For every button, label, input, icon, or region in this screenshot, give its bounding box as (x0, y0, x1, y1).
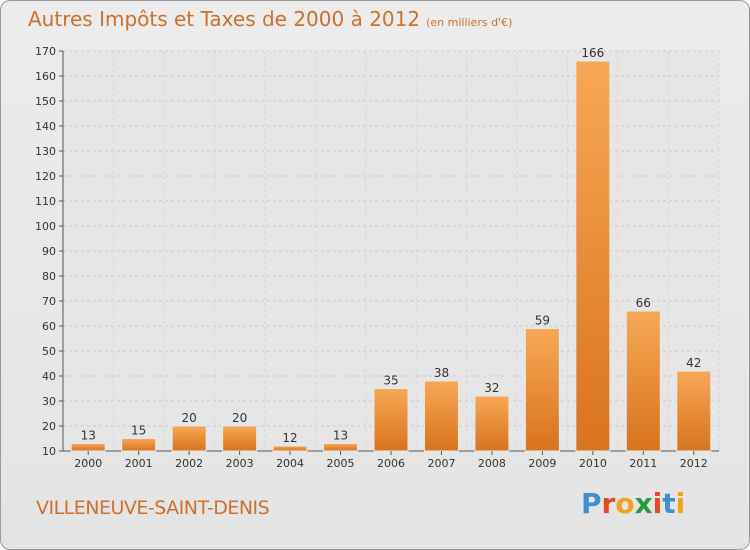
y-tick-label: 20 (42, 420, 56, 433)
x-tick-label: 2006 (377, 457, 405, 470)
value-label: 13 (333, 429, 348, 443)
y-tick-label: 30 (42, 395, 56, 408)
y-tick-label: 140 (35, 120, 56, 133)
bar-2011 (625, 310, 661, 452)
y-tick-label: 10 (42, 445, 56, 458)
value-label: 42 (686, 356, 701, 370)
bar-2001 (121, 438, 157, 452)
value-label: 20 (232, 411, 247, 425)
logo-letter: i (675, 487, 686, 520)
x-tick-label: 2007 (427, 457, 455, 470)
value-label: 12 (282, 431, 297, 445)
bar-2008 (474, 395, 510, 452)
commune-name: VILLENEUVE-SAINT-DENIS (36, 497, 270, 519)
value-label: 20 (182, 411, 197, 425)
logo-letter: i (652, 487, 663, 520)
x-tick-label: 2009 (528, 457, 556, 470)
logo-letter: P (581, 487, 602, 520)
chart-subtitle: (en milliers d'€) (426, 16, 513, 29)
bar-2007 (423, 380, 459, 452)
value-label: 13 (81, 429, 96, 443)
bar-2000 (70, 443, 106, 452)
bar-2006 (373, 388, 409, 452)
proxiti-logo: Proxiti (581, 487, 685, 520)
bar-2009 (524, 328, 560, 452)
logo-letter: t (662, 487, 676, 520)
bar-2004 (272, 445, 308, 452)
x-tick-label: 2008 (478, 457, 506, 470)
bar-2012 (676, 370, 712, 452)
y-tick-label: 110 (35, 195, 56, 208)
x-tick-label: 2012 (680, 457, 708, 470)
value-label: 32 (484, 381, 499, 395)
y-tick-label: 70 (42, 295, 56, 308)
value-label: 66 (636, 296, 651, 310)
value-label: 15 (131, 424, 146, 438)
x-tick-label: 2011 (629, 457, 657, 470)
bar-2005 (323, 443, 359, 452)
logo-letter: o (615, 487, 635, 520)
y-tick-label: 80 (42, 270, 56, 283)
value-label: 59 (535, 314, 550, 328)
x-tick-label: 2000 (74, 457, 102, 470)
x-tick-label: 2005 (327, 457, 355, 470)
x-tick-label: 2010 (579, 457, 607, 470)
bar-2002 (171, 425, 207, 452)
chart-title-text: Autres Impôts et Taxes de 2000 à 2012 (28, 7, 421, 31)
y-tick-label: 60 (42, 320, 56, 333)
value-label: 38 (434, 366, 449, 380)
bar-2010 (575, 60, 611, 452)
y-tick-label: 100 (35, 220, 56, 233)
x-tick-label: 2004 (276, 457, 304, 470)
logo-letter: r (601, 487, 616, 520)
value-label: 166 (581, 46, 604, 60)
x-tick-label: 2002 (175, 457, 203, 470)
x-tick-label: 2003 (226, 457, 254, 470)
value-label: 35 (383, 374, 398, 388)
chart-title: Autres Impôts et Taxes de 2000 à 2012 (en… (28, 7, 512, 31)
y-tick-label: 120 (35, 170, 56, 183)
y-tick-label: 170 (35, 45, 56, 58)
y-tick-label: 40 (42, 370, 56, 383)
y-tick-label: 90 (42, 245, 56, 258)
y-tick-label: 150 (35, 95, 56, 108)
logo-letter: x (634, 487, 653, 520)
y-tick-label: 50 (42, 345, 56, 358)
x-tick-label: 2001 (125, 457, 153, 470)
bar-2003 (222, 425, 258, 452)
y-tick-label: 130 (35, 145, 56, 158)
y-tick-label: 160 (35, 70, 56, 83)
